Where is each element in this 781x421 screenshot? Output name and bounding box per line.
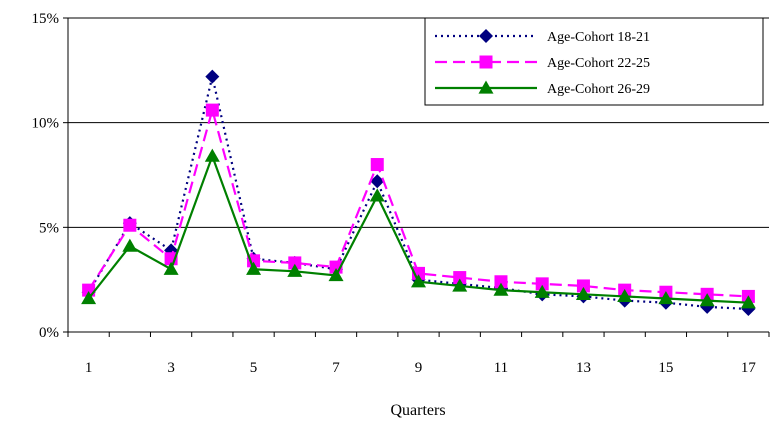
legend-label: Age-Cohort 26-29 <box>547 82 650 97</box>
series-3 <box>81 148 756 309</box>
legend-marker <box>479 29 493 43</box>
data-point <box>246 261 262 275</box>
axes <box>67 18 769 333</box>
x-tick-label: 1 <box>85 360 93 376</box>
data-point <box>205 69 220 84</box>
data-point <box>288 256 302 270</box>
data-point <box>494 275 508 289</box>
x-tick-label: 9 <box>415 360 423 376</box>
y-tick-label: 10% <box>32 116 60 132</box>
data-point <box>287 263 303 277</box>
data-point <box>122 238 138 252</box>
data-point <box>453 271 467 285</box>
data-point <box>534 284 550 298</box>
y-tick-label: 5% <box>39 220 59 236</box>
legend-marker <box>479 55 493 69</box>
legend-label: Age-Cohort 18-21 <box>547 30 650 45</box>
x-tick-label: 5 <box>250 360 258 376</box>
data-point <box>411 274 426 288</box>
data-point <box>740 295 756 309</box>
x-tick-label: 7 <box>332 360 340 376</box>
data-point <box>699 293 715 307</box>
data-point <box>205 103 219 117</box>
x-tick-label: 13 <box>576 360 591 376</box>
data-point <box>617 288 633 303</box>
legend-label: Age-Cohort 22-25 <box>547 56 650 71</box>
x-tick-label: 11 <box>494 360 508 376</box>
legend-marker <box>478 80 494 94</box>
y-tick-label: 0% <box>39 325 59 341</box>
series-line <box>87 76 749 311</box>
series-2 <box>82 103 755 303</box>
series-layer <box>81 69 756 316</box>
data-point <box>535 277 549 291</box>
x-tick-label: 3 <box>167 360 175 376</box>
data-point <box>369 188 385 202</box>
data-point <box>204 148 220 162</box>
data-point <box>328 267 344 282</box>
x-tick-label: 15 <box>658 360 673 376</box>
data-point <box>658 291 674 305</box>
legend: Age-Cohort 18-21 Age-Cohort 22-25 Age-Coho… <box>424 17 764 106</box>
x-tick-label: 17 <box>741 360 757 376</box>
data-point <box>81 291 97 305</box>
x-axis-title: Quarters <box>390 402 445 419</box>
data-point <box>370 158 384 172</box>
data-point <box>575 286 591 300</box>
y-axis-ticks: 0% 5% 10% 15% <box>32 11 68 341</box>
x-axis-ticks: 1 3 5 7 9 11 13 15 17 <box>67 332 770 376</box>
data-point <box>163 261 179 275</box>
y-tick-label: 15% <box>32 11 60 27</box>
data-point <box>493 282 509 296</box>
data-point <box>123 218 137 232</box>
data-point <box>576 279 590 293</box>
data-point <box>370 174 385 189</box>
data-point <box>452 278 468 292</box>
